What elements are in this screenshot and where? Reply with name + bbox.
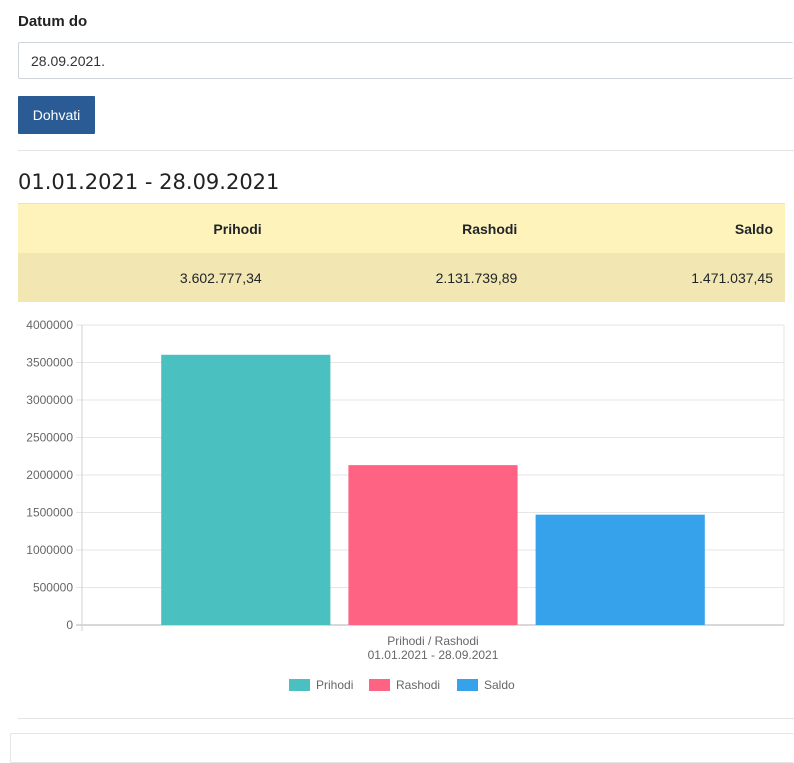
header-saldo: Saldo xyxy=(529,203,785,253)
header-rashodi: Rashodi xyxy=(273,203,530,253)
y-tick-label: 500000 xyxy=(33,581,73,595)
value-prihodi: 3.602.777,34 xyxy=(18,253,274,302)
y-tick-label: 3000000 xyxy=(26,393,73,407)
legend-swatch-rashodi xyxy=(369,679,390,691)
bar-prihodi xyxy=(161,354,331,625)
y-tick-label: 2000000 xyxy=(26,468,73,482)
legend-label-rashodi: Rashodi xyxy=(396,678,440,692)
header-prihodi: Prihodi xyxy=(18,203,274,253)
divider xyxy=(18,150,794,151)
divider-bottom xyxy=(18,718,794,719)
summary-value-row: 3.602.777,34 2.131.739,89 1.471.037,45 xyxy=(18,253,785,302)
legend-label-saldo: Saldo xyxy=(484,678,515,692)
y-tick-label: 2500000 xyxy=(26,431,73,445)
y-tick-label: 4000000 xyxy=(26,318,73,332)
bar-rashodi xyxy=(348,465,518,625)
date-to-input[interactable] xyxy=(18,42,793,79)
x-axis-label: Prihodi / Rashodi xyxy=(387,634,478,648)
legend-label-prihodi: Prihodi xyxy=(316,678,353,692)
fetch-button[interactable]: Dohvati xyxy=(18,96,95,134)
legend-swatch-saldo xyxy=(457,679,478,691)
value-saldo: 1.471.037,45 xyxy=(529,253,785,302)
date-to-label: Datum do xyxy=(18,13,88,30)
x-axis-label: 01.01.2021 - 28.09.2021 xyxy=(368,648,499,662)
y-tick-label: 1000000 xyxy=(26,543,73,557)
y-tick-label: 0 xyxy=(66,618,73,632)
period-title: 01.01.2021 - 28.09.2021 xyxy=(18,170,280,194)
legend-swatch-prihodi xyxy=(289,679,310,691)
summary-table: Prihodi Rashodi Saldo 3.602.777,34 2.131… xyxy=(18,203,785,302)
y-tick-label: 3500000 xyxy=(26,356,73,370)
y-tick-label: 1500000 xyxy=(26,506,73,520)
next-panel xyxy=(10,733,794,763)
summary-header-row: Prihodi Rashodi Saldo xyxy=(18,203,785,253)
bar-saldo xyxy=(535,514,705,625)
chart-canvas: 0 500000 1000000 1500000 2000000 2500000 30000… xyxy=(26,318,785,692)
value-rashodi: 2.131.739,89 xyxy=(273,253,530,302)
bar-chart: 0 500000 1000000 1500000 2000000 2500000 30000… xyxy=(10,310,794,712)
